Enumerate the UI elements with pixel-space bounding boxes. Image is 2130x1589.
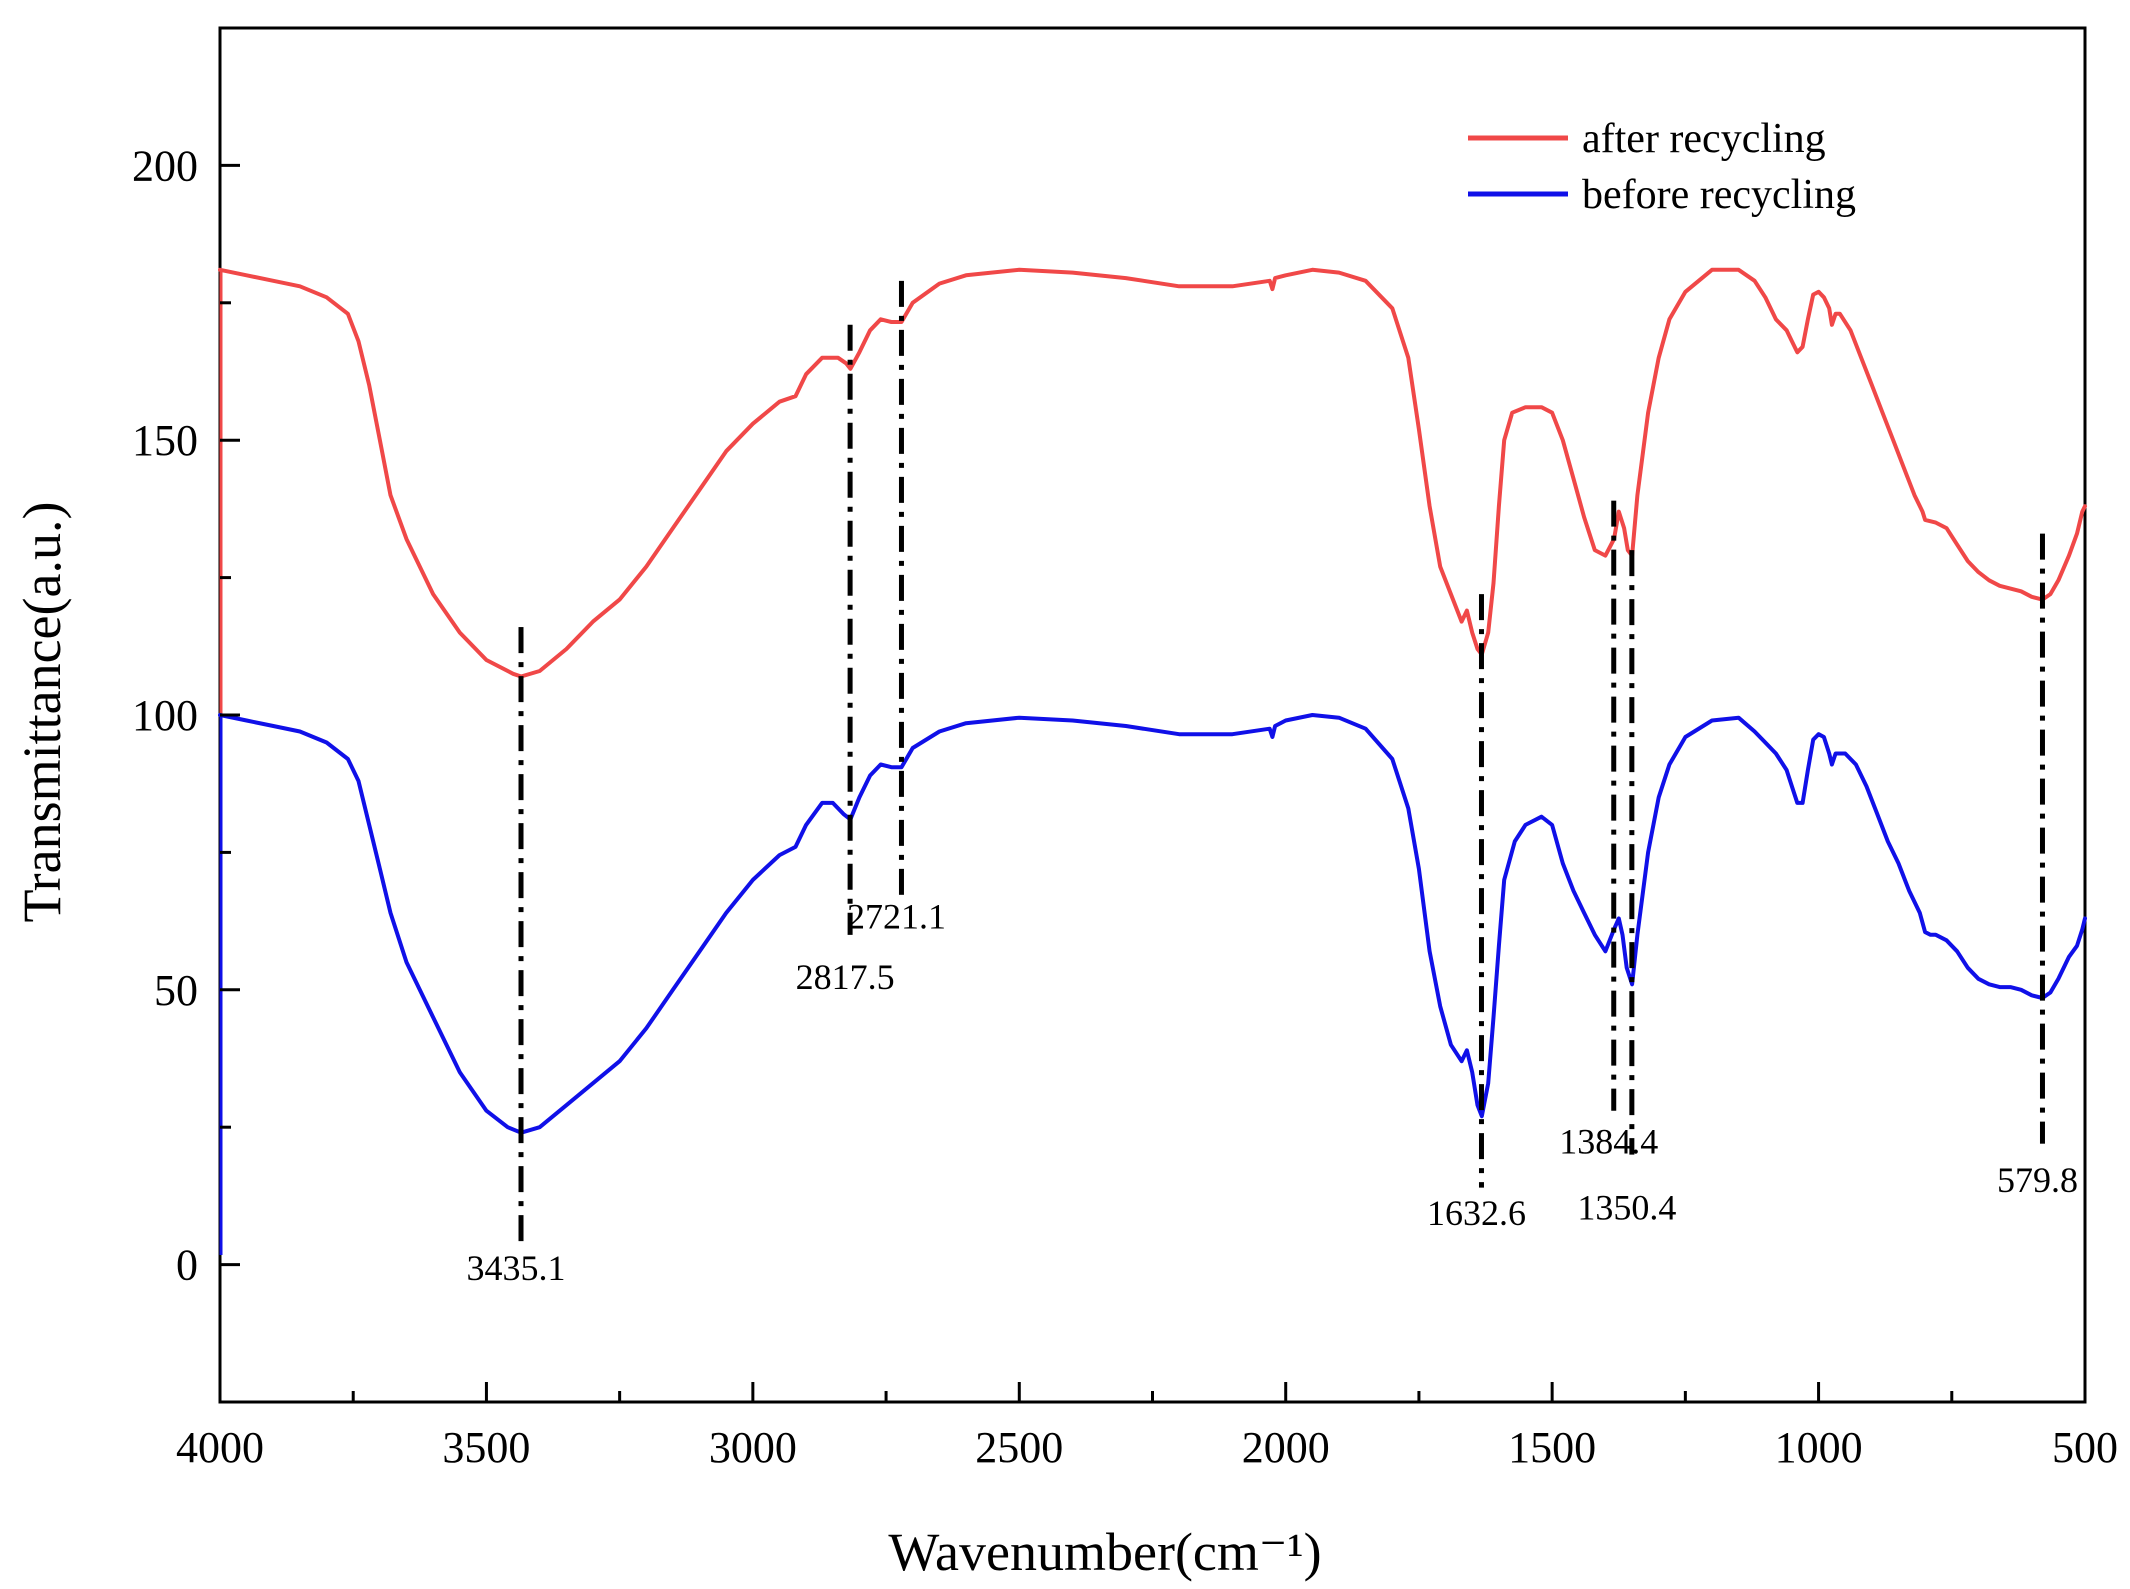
x-tick-label: 1500 <box>1508 1423 1596 1472</box>
x-tick-label: 500 <box>2052 1423 2118 1472</box>
x-tick-label: 3000 <box>709 1423 797 1472</box>
peak-label-2721.1: 2721.1 <box>847 896 946 936</box>
legend: after recycling before recycling <box>1468 116 1856 218</box>
peak-label-1350.4: 1350.4 <box>1577 1188 1676 1228</box>
peak-label-1632.6: 1632.6 <box>1427 1193 1526 1233</box>
x-tick-label: 1000 <box>1775 1423 1863 1472</box>
plot-frame <box>218 26 2087 1404</box>
x-tick-label: 2500 <box>975 1423 1063 1472</box>
y-tick-label: 150 <box>132 416 198 465</box>
peak-annotations: 3435.1 2817.5 2721.1 1632.6 1384.4 1350.4 579.… <box>467 280 2078 1288</box>
x-axis-title: Wavenumber(cm⁻¹) <box>888 1522 1321 1582</box>
peak-label-579.8: 579.8 <box>1997 1160 2078 1200</box>
y-tick-label: 0 <box>176 1241 198 1290</box>
peak-label-3435.1: 3435.1 <box>467 1248 566 1288</box>
y-axis-title: Transmittance(a.u.) <box>12 502 72 923</box>
legend-label-before-recycling: before recycling <box>1582 172 1856 218</box>
peak-label-1384.4: 1384.4 <box>1559 1122 1658 1162</box>
y-tick-label: 100 <box>132 691 198 740</box>
plot-border <box>218 26 2087 1404</box>
y-tick-label: 50 <box>154 966 198 1015</box>
series-line-after-recycling <box>218 267 2087 679</box>
legend-label-after-recycling: after recycling <box>1582 116 1826 162</box>
series-line-before-recycling <box>218 713 2087 1135</box>
x-tick-label: 4000 <box>176 1423 264 1472</box>
series-layer <box>218 267 2087 1255</box>
peak-label-2817.5: 2817.5 <box>796 957 895 997</box>
y-tick-label: 200 <box>132 141 198 190</box>
x-tick-label: 3500 <box>442 1423 530 1472</box>
axes: 4000 3500 3000 2500 2000 1500 1000 500 0 50 100 150… <box>132 141 2118 1472</box>
x-tick-label: 2000 <box>1242 1423 1330 1472</box>
